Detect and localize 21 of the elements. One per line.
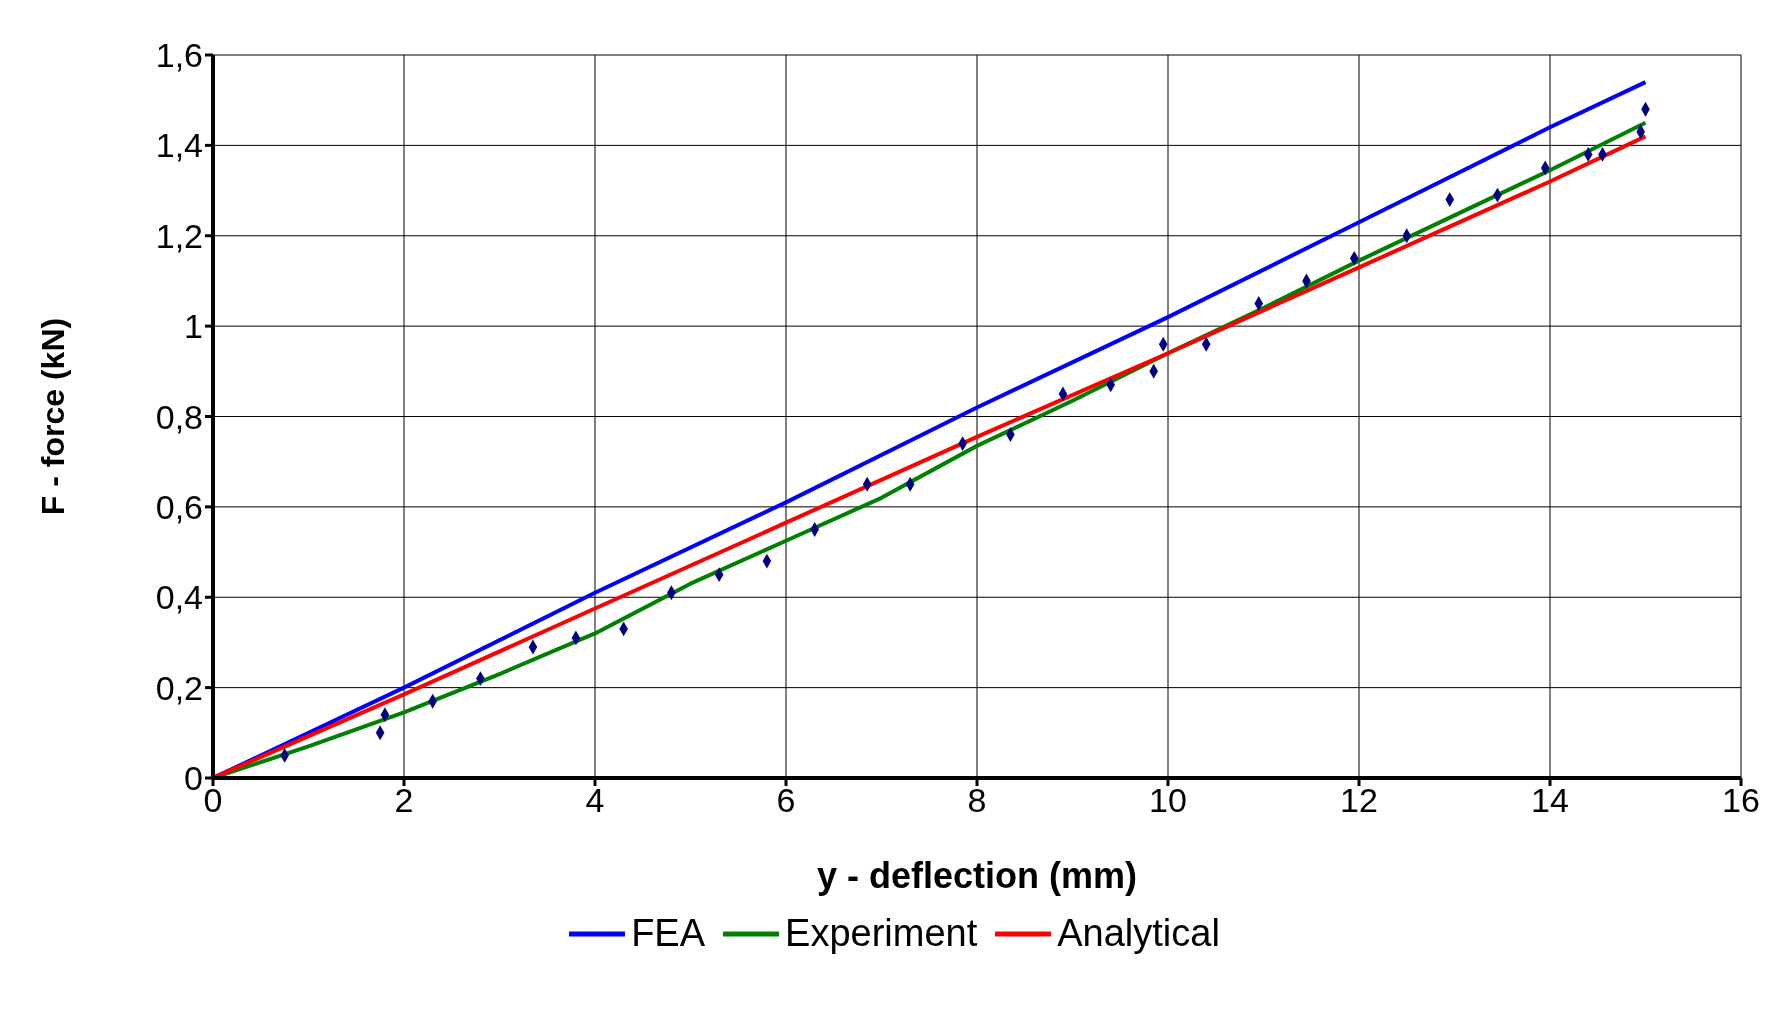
y-tick-label: 0,6 <box>155 487 203 526</box>
x-tick-label: 16 <box>1722 781 1760 820</box>
x-tick-label: 8 <box>967 781 987 820</box>
y-tick-label: 0,8 <box>155 397 203 436</box>
y-tick-label: 1,2 <box>155 216 203 255</box>
x-axis-title: y - deflection (mm) <box>816 855 1138 896</box>
x-tick-label: 12 <box>1340 781 1378 820</box>
x-tick-label: 4 <box>585 781 605 820</box>
y-axis-title: F - force (kN) <box>35 317 72 516</box>
x-tick-label: 10 <box>1149 781 1187 820</box>
legend-label: FEA <box>631 912 706 955</box>
x-tick-label: 2 <box>394 781 414 820</box>
legend-label: Experiment <box>785 912 978 955</box>
y-tick-label: 1,4 <box>155 126 203 165</box>
y-tick-label: 1,6 <box>155 36 203 75</box>
y-tick-label: 0,2 <box>155 668 203 707</box>
y-tick-label: 0,4 <box>155 578 203 617</box>
x-tick-label: 6 <box>776 781 796 820</box>
x-tick-label: 14 <box>1531 781 1569 820</box>
y-tick-label: 1 <box>184 307 203 346</box>
legend-label: Analytical <box>1057 912 1220 955</box>
